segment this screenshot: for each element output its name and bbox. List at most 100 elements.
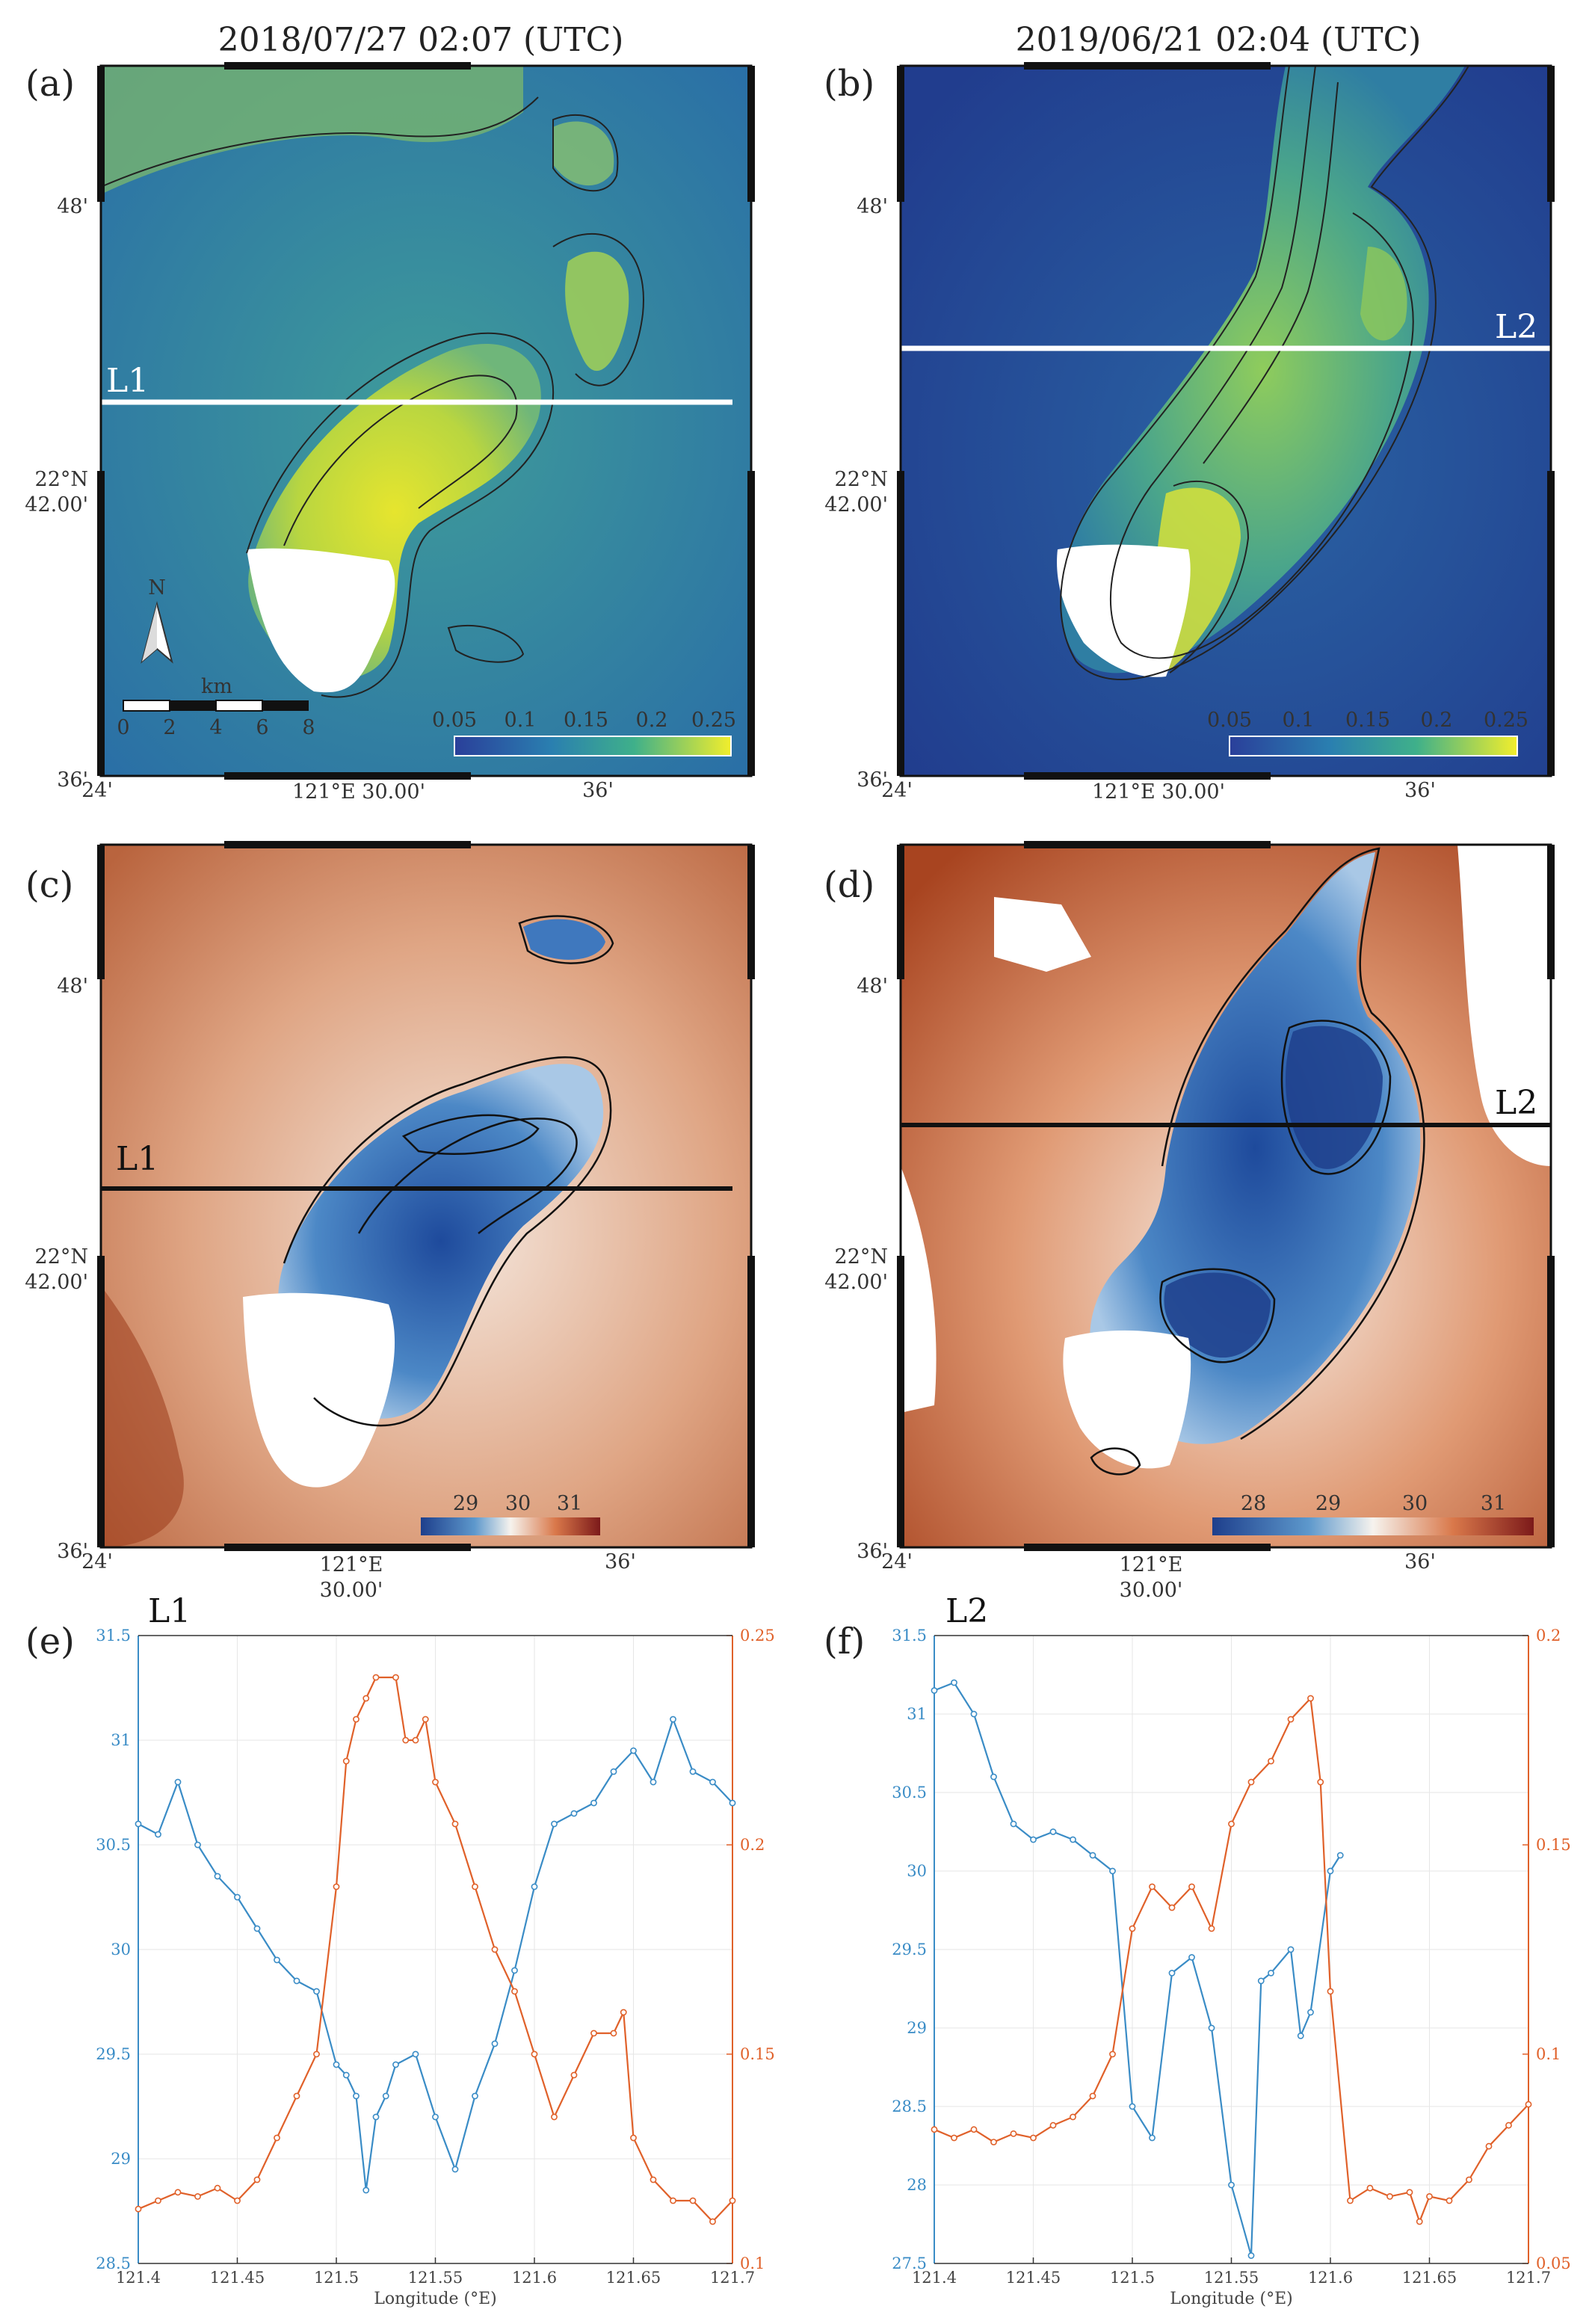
lon-label-d-36: 36' (1404, 1550, 1436, 1574)
colorbar-c-tick-31: 31 (557, 1492, 582, 1515)
lat-label-d-48: 48' (857, 975, 888, 998)
lon-label-a-center: 121°E 30.00' (292, 780, 425, 804)
panel-c-label: (c) (25, 864, 73, 906)
series-point-sst (970, 1710, 978, 1718)
series-point-sst (1327, 1867, 1334, 1875)
series-point-chl-a (274, 2134, 280, 2142)
series-point-sst (1336, 1852, 1344, 1859)
series-point-chl-a (1070, 2113, 1076, 2121)
y-right-tick-label: 0.2 (740, 1836, 765, 1854)
colorbar-a-tick-4: 0.2 (636, 709, 668, 732)
x-tick-label: 121.7 (1506, 2269, 1551, 2287)
y-left-tick-label: 31.5 (96, 1627, 131, 1645)
panel-d-label: (d) (824, 864, 874, 906)
lat-label-c-48: 48' (57, 975, 88, 998)
colorbar-b-tick-5: 0.25 (1484, 709, 1528, 732)
map-a-islet-patch (553, 121, 614, 186)
y-left-tick-label: 30.5 (892, 1784, 927, 1801)
series-point-sst (1208, 2024, 1215, 2032)
transect-label-d: L2 (1495, 1084, 1537, 1122)
series-point-sst (610, 1768, 617, 1775)
series-point-sst (650, 1778, 657, 1786)
map-d-island-mask (1063, 1330, 1191, 1469)
series-point-sst (1228, 2181, 1235, 2189)
series-point-chl-a (342, 1757, 350, 1765)
y-right-tick-label: 0.1 (740, 2254, 765, 2272)
series-point-chl-a (1416, 2218, 1423, 2225)
series-point-chl-a (1525, 2100, 1532, 2108)
series-point-chl-a (1466, 2176, 1472, 2183)
colorbar-d: 28 29 30 31 (1212, 1492, 1534, 1535)
series-point-chl-a (135, 2205, 142, 2213)
lat-label-c-36: 36' (57, 1540, 88, 1563)
series-point-sst (412, 2050, 419, 2058)
series-point-sst (630, 1747, 637, 1754)
y-left-tick-label: 31 (907, 1705, 927, 1723)
series-point-chl-a (1366, 2184, 1374, 2192)
y-left-tick-label: 30 (111, 1941, 131, 1958)
series-point-sst (990, 1773, 997, 1781)
series-point-sst (1268, 1970, 1274, 1976)
colorbar-d-tick-31: 31 (1481, 1492, 1506, 1515)
series-point-sst (342, 2071, 350, 2079)
panel-a-title: 2018/07/27 02:07 (UTC) (218, 21, 624, 59)
series-point-sst (293, 1977, 300, 1985)
map-a-graticule-edges (97, 62, 755, 780)
series-line-chl-a (138, 1676, 733, 2223)
y-left-tick-label: 27.5 (892, 2254, 927, 2272)
lon-label-a-24: 24' (81, 779, 113, 802)
series-point-chl-a (402, 1736, 410, 1744)
y-left-tick-label: 30.5 (96, 1836, 131, 1854)
series-point-chl-a (570, 2071, 578, 2079)
series-point-sst (253, 1925, 261, 1932)
lat-label-d-42: 42.00' (824, 1271, 888, 1294)
series-point-chl-a (951, 2134, 957, 2142)
series-point-chl-a (689, 2197, 697, 2204)
series-point-sst (1070, 1836, 1076, 1843)
series-point-chl-a (1247, 1778, 1255, 1786)
series-point-sst (362, 2186, 370, 2194)
map-c-graticule-edges (97, 841, 755, 1551)
series-point-chl-a (174, 2189, 182, 2196)
x-tick-label: 121.7 (710, 2269, 755, 2287)
series-point-chl-a (412, 1736, 419, 1744)
lon-label-a-36: 36' (582, 779, 614, 802)
series-point-chl-a (353, 1716, 360, 1723)
lon-label-d-24: 24' (881, 1550, 913, 1574)
lat-label-a-42: 42.00' (25, 493, 88, 517)
series-point-sst (1188, 1954, 1195, 1961)
lat-label-c-22n: 22°N (35, 1245, 88, 1269)
scale-tick-2: 2 (163, 716, 176, 739)
transect-label-a: L1 (106, 362, 149, 400)
x-tick-label: 121.4 (912, 2269, 957, 2287)
colorbar-c-tick-29: 29 (453, 1492, 478, 1515)
lon-label-b-center: 121°E 30.00' (1092, 780, 1225, 804)
map-c-contours (283, 915, 614, 1427)
series-point-sst (194, 1841, 201, 1849)
series-point-sst (729, 1799, 736, 1807)
chart-f-title: L2 (945, 1592, 988, 1630)
series-point-chl-a (253, 2176, 261, 2183)
panel-b-title: 2019/06/21 02:04 (UTC) (1016, 21, 1422, 59)
y-left-tick-label: 31.5 (892, 1627, 927, 1645)
series-point-chl-a (1268, 1757, 1274, 1765)
y-right-tick-label: 0.1 (1536, 2045, 1561, 2063)
series-point-sst (214, 1873, 221, 1880)
scale-bar: km 0 2 4 6 8 (117, 675, 315, 739)
series-point-chl-a (1109, 2050, 1116, 2058)
series-point-sst (1030, 1836, 1037, 1843)
series-point-chl-a (1049, 2121, 1057, 2129)
series-point-chl-a (1228, 1820, 1235, 1828)
panel-e-label: (e) (25, 1621, 75, 1662)
panel-f-label: (f) (824, 1621, 865, 1662)
lon-label-d-30: 30.00' (1120, 1579, 1183, 1602)
series-point-chl-a (1030, 2134, 1037, 2142)
lat-label-b-48: 48' (857, 195, 888, 218)
panel-b-label: (b) (824, 63, 874, 105)
series-point-chl-a (1446, 2197, 1453, 2204)
map-c-island-mask (243, 1292, 395, 1488)
x-tick-label: 121.5 (314, 2269, 359, 2287)
colorbar-b-bar (1229, 736, 1518, 756)
lat-label-b-22n: 22°N (835, 468, 888, 491)
series-point-chl-a (650, 2176, 657, 2183)
